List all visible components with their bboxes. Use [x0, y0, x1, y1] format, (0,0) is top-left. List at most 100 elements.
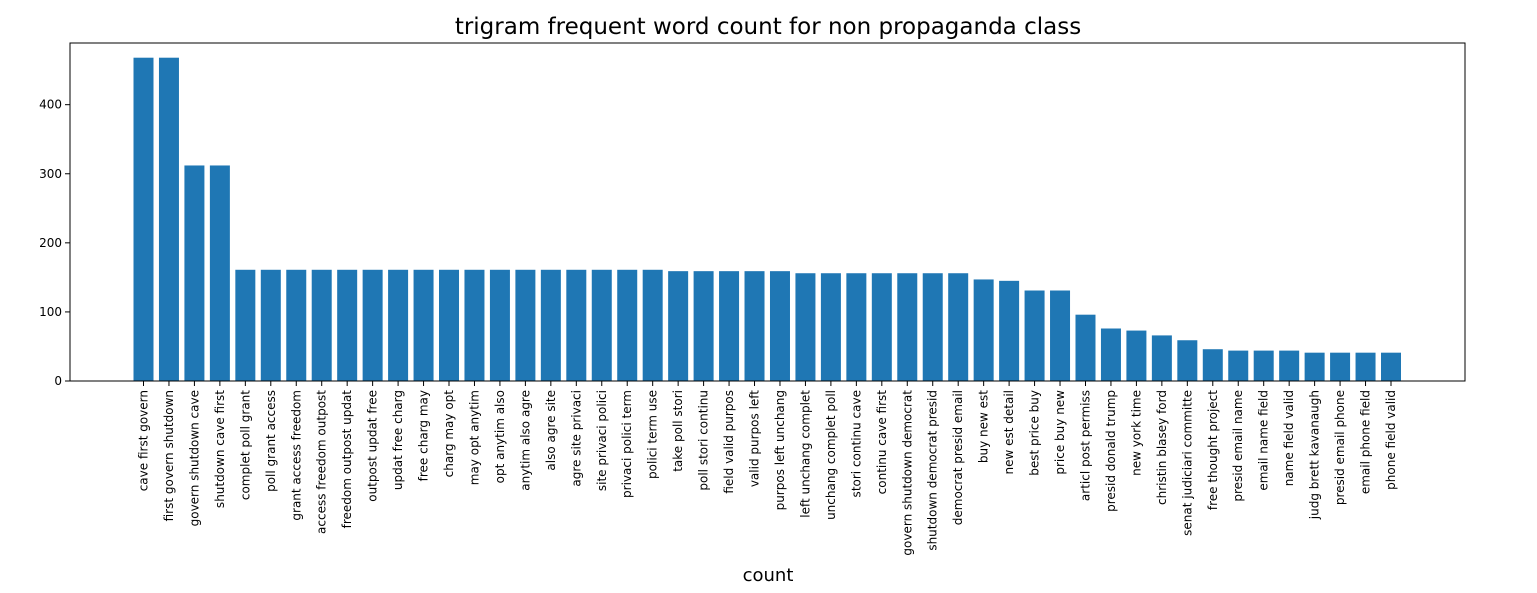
x-tick-label: email phone field [1359, 390, 1373, 494]
x-tick-label: polici term use [646, 390, 660, 479]
y-tick-label: 300 [39, 167, 62, 181]
bar [362, 269, 383, 381]
x-tick-label: access freedom outpost [315, 390, 329, 534]
bar [1381, 352, 1401, 381]
x-axis: cave first govern first govern shutdown go… [137, 381, 1398, 556]
x-tick-label: name field valid [1282, 390, 1296, 486]
bar [311, 269, 332, 381]
x-tick-label: outpost updat free [366, 390, 380, 502]
x-tick-label: also agre site [544, 390, 558, 471]
bar [413, 269, 434, 381]
x-tick-label: continu cave first [875, 390, 889, 495]
x-tick-label: shutdown cave first [213, 390, 227, 508]
x-tick-label: shutdown democrat presid [926, 390, 940, 551]
y-tick-label: 100 [39, 305, 62, 319]
x-tick-label: judg brett kavanaugh [1308, 390, 1322, 520]
x-tick-label: take poll stori [671, 390, 685, 472]
x-tick-label: site privaci polici [595, 390, 609, 491]
x-tick-label: free thought project [1206, 390, 1220, 510]
x-tick-label: agre site privaci [569, 390, 583, 487]
x-tick-label: complet poll grant [238, 390, 252, 500]
x-tick-label: price buy new [1053, 390, 1067, 475]
x-tick-label: christin blasey ford [1155, 390, 1169, 505]
bar [999, 280, 1020, 381]
x-tick-label: updat free charg [391, 390, 405, 490]
bar [820, 273, 841, 381]
bar [719, 271, 740, 381]
bar [693, 271, 714, 381]
bar [642, 269, 663, 381]
bar [769, 271, 790, 381]
bar [1330, 352, 1351, 381]
x-tick-label: left unchang complet [798, 390, 812, 518]
bar [897, 273, 918, 381]
chart-title: trigram frequent word count for non prop… [455, 14, 1081, 40]
bar [846, 273, 867, 381]
bar [1177, 340, 1198, 381]
x-tick-label: poll grant access [264, 390, 278, 492]
x-tick-label: new est detail [1002, 390, 1016, 475]
x-tick-label: new york time [1129, 390, 1143, 476]
x-tick-label: stori continu cave [849, 390, 863, 497]
bar [388, 269, 409, 381]
bar [133, 57, 154, 382]
bar [286, 269, 307, 381]
bar [871, 273, 892, 381]
bar [948, 273, 969, 381]
x-tick-label: senat judiciari committe [1180, 390, 1194, 536]
x-tick-label: privaci polici term [620, 390, 634, 498]
x-tick-label: opt anytim also [493, 390, 507, 483]
bar [1024, 290, 1045, 381]
bar [439, 269, 460, 381]
plot-frame [69, 42, 1466, 382]
y-tick-label: 200 [39, 236, 62, 250]
bar [1100, 328, 1121, 381]
bar [744, 271, 765, 381]
x-tick-label: grant access freedom [289, 390, 303, 521]
bar [464, 269, 485, 381]
bar [1304, 352, 1325, 381]
y-axis: 0 100 200 300 400 [39, 98, 70, 388]
y-tick-label: 400 [39, 98, 62, 112]
bar [1355, 352, 1376, 381]
bar [566, 269, 587, 381]
x-tick-label: free charg may [417, 390, 431, 481]
bar [795, 273, 816, 381]
bar [337, 269, 358, 381]
x-tick-label: first govern shutdown [162, 390, 176, 521]
bar [260, 269, 281, 381]
x-tick-label: purpos left unchang [773, 390, 787, 510]
bar [235, 269, 256, 381]
x-tick-label: phone field valid [1384, 390, 1398, 490]
bar [922, 273, 943, 381]
y-tick-label: 0 [54, 374, 62, 388]
x-tick-label: articl post permiss [1078, 390, 1092, 501]
x-tick-label: govern shutdown democrat [900, 390, 914, 556]
x-tick-label: unchang complet poll [824, 390, 838, 520]
x-tick-label: cave first govern [137, 390, 151, 491]
bar [1253, 350, 1274, 381]
x-tick-label: poll stori continu [697, 390, 711, 491]
x-axis-label: count [743, 565, 794, 586]
bar [668, 271, 689, 381]
x-tick-label: presid email name [1231, 390, 1245, 502]
x-tick-label: charg may opt [442, 390, 456, 478]
bar [1050, 290, 1071, 381]
bar [1228, 350, 1249, 381]
bar [1151, 335, 1172, 381]
x-tick-label: presid email phone [1333, 390, 1347, 505]
bar [209, 165, 230, 381]
x-tick-label: best price buy [1028, 390, 1042, 476]
bar [158, 57, 179, 382]
bars-group [133, 57, 1401, 382]
x-tick-label: govern shutdown cave [187, 390, 201, 526]
x-tick-label: presid donald trump [1104, 390, 1118, 512]
bar [515, 269, 536, 381]
bar [184, 165, 205, 381]
bar [540, 269, 561, 381]
bar [1202, 349, 1223, 381]
x-tick-label: may opt anytim [467, 390, 481, 485]
x-tick-label: buy new est [977, 390, 991, 463]
x-tick-label: democrat presid email [951, 390, 965, 525]
